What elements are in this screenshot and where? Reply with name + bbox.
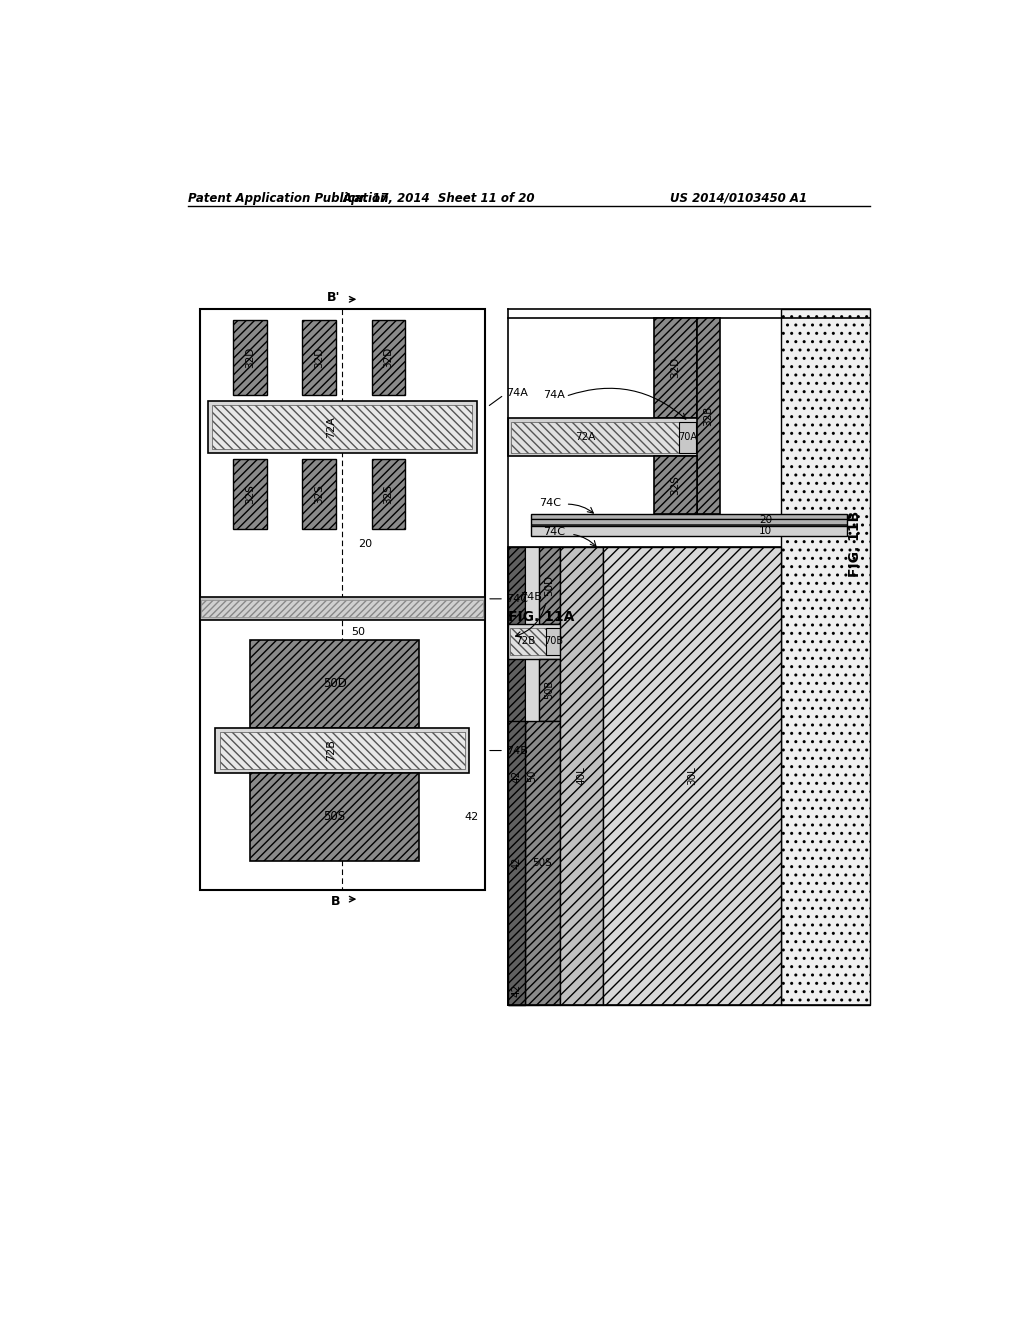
Text: 32S: 32S	[245, 484, 255, 504]
Bar	[531, 513, 847, 527]
Bar	[508, 548, 781, 1006]
Text: US 2014/0103450 A1: US 2014/0103450 A1	[670, 191, 807, 205]
Bar	[508, 418, 700, 457]
Text: 50: 50	[350, 627, 365, 638]
Text: 74C: 74C	[543, 527, 565, 537]
Text: Apr. 17, 2014  Sheet 11 of 20: Apr. 17, 2014 Sheet 11 of 20	[342, 191, 535, 205]
Bar	[696, 318, 720, 515]
Text: FIG. 11B: FIG. 11B	[848, 511, 862, 577]
Text: 32S: 32S	[670, 475, 680, 495]
Text: 72B: 72B	[515, 636, 535, 647]
Bar	[220, 733, 465, 770]
Bar	[508, 624, 562, 659]
Text: 10: 10	[759, 527, 772, 536]
Bar	[508, 548, 525, 1006]
Text: 74A: 74A	[506, 388, 528, 399]
Bar	[215, 729, 469, 774]
Text: 42: 42	[511, 983, 521, 997]
Text: 72A: 72A	[326, 416, 336, 438]
Text: 70A: 70A	[678, 432, 696, 442]
Bar	[654, 457, 696, 515]
Bar	[547, 628, 560, 655]
Bar	[202, 601, 483, 618]
Text: B': B'	[328, 290, 341, 304]
Bar	[302, 459, 336, 529]
Bar	[302, 321, 336, 395]
Bar	[200, 309, 484, 890]
Text: 32D: 32D	[670, 358, 680, 379]
Bar	[511, 422, 680, 453]
Text: 42: 42	[464, 812, 478, 822]
Bar	[602, 548, 781, 1006]
Bar	[524, 548, 539, 1006]
Bar	[560, 548, 602, 1006]
Text: FIG. 11A: FIG. 11A	[508, 610, 574, 623]
Text: 50D: 50D	[545, 576, 554, 597]
Bar	[250, 640, 419, 729]
Text: 20: 20	[358, 539, 373, 549]
Bar	[250, 774, 419, 862]
Bar	[510, 628, 547, 655]
Text: B: B	[332, 895, 341, 908]
Bar	[781, 309, 869, 1006]
Bar	[508, 721, 525, 1006]
Text: 72A: 72A	[575, 432, 596, 442]
Text: 50S: 50S	[532, 858, 552, 869]
Text: 32S: 32S	[384, 484, 393, 504]
Text: 42: 42	[511, 857, 521, 869]
Text: 50B: 50B	[545, 680, 554, 700]
Text: 74A: 74A	[543, 389, 565, 400]
Text: 40L: 40L	[577, 767, 586, 785]
Bar	[372, 321, 406, 395]
Bar	[212, 405, 472, 449]
Text: 32S: 32S	[314, 484, 325, 504]
Bar	[233, 321, 267, 395]
Bar	[233, 459, 267, 529]
Text: 32D: 32D	[314, 346, 325, 368]
Bar	[654, 318, 696, 418]
Text: 50: 50	[526, 770, 537, 783]
Bar	[372, 459, 406, 529]
Text: 50S: 50S	[324, 810, 346, 824]
Text: 42: 42	[511, 770, 521, 783]
Text: 74B: 74B	[520, 593, 542, 602]
Bar	[208, 401, 477, 453]
Bar	[539, 659, 560, 721]
Bar	[539, 548, 560, 624]
Text: 20: 20	[759, 515, 772, 525]
Text: 74C: 74C	[506, 594, 528, 603]
Text: 72B: 72B	[326, 739, 336, 762]
Text: Patent Application Publication: Patent Application Publication	[188, 191, 389, 205]
Bar	[531, 527, 847, 536]
Text: 32D: 32D	[245, 346, 255, 368]
Text: 32B: 32B	[703, 405, 713, 426]
Text: 70B: 70B	[545, 636, 563, 647]
Text: 74B: 74B	[506, 746, 528, 755]
Bar	[200, 597, 484, 620]
Text: 32D: 32D	[384, 346, 393, 368]
Text: 74C: 74C	[540, 498, 561, 508]
Text: 30L: 30L	[687, 767, 697, 785]
Text: 50D: 50D	[323, 677, 346, 690]
Bar	[524, 721, 560, 1006]
Bar	[679, 422, 695, 453]
